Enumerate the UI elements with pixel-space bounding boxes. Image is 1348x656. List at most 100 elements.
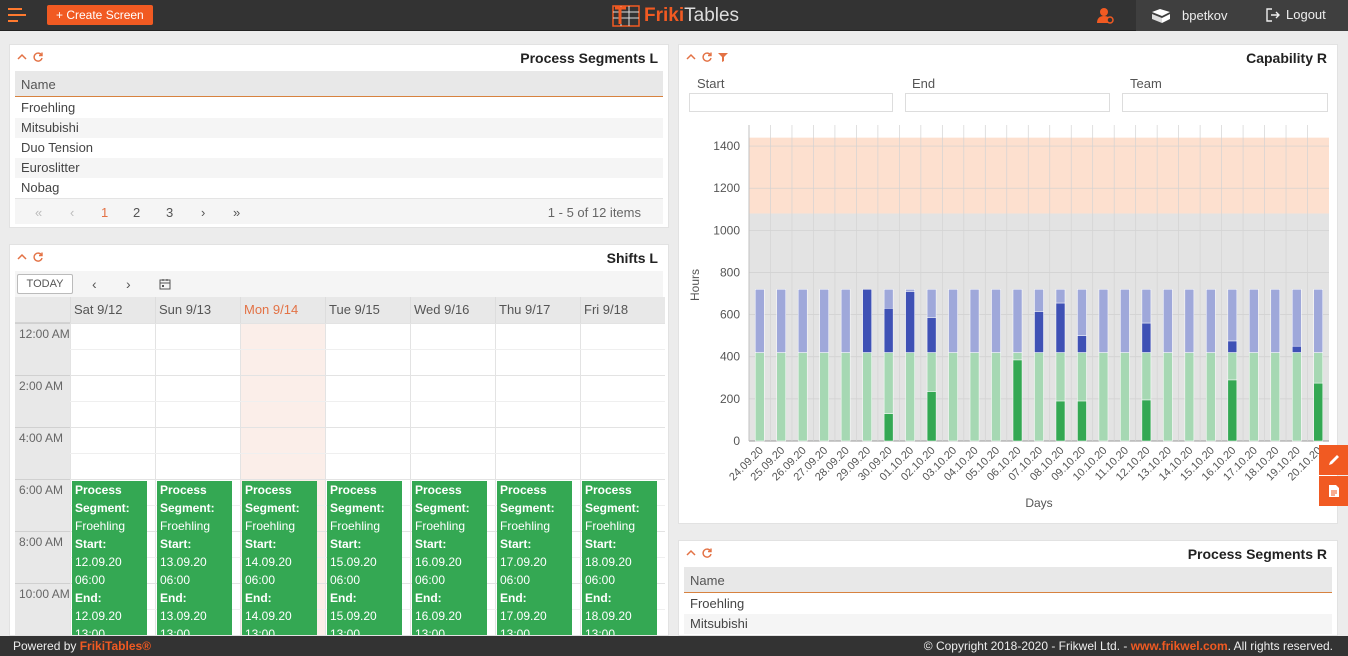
collapse-icon[interactable] [16,251,28,263]
edit-button[interactable] [1319,445,1348,475]
bar-segment [862,352,872,442]
logo-grid-icon [612,5,640,27]
table-row[interactable]: Nobag [21,180,60,195]
prev-week-button[interactable]: ‹ [92,276,97,292]
start-input[interactable] [689,93,893,112]
event-end-date: 12.09.20 [75,609,122,623]
event-start-time: 06:00 [75,573,106,587]
table-row[interactable]: Duo Tension [21,140,94,155]
notes-button[interactable] [1319,476,1348,506]
create-screen-button[interactable]: + Create Screen [47,5,153,25]
shift-event[interactable]: Process Segment: Froehling Start: 16.09.20 0… [412,481,487,635]
collapse-icon[interactable] [16,51,28,63]
bar-segment [1227,340,1238,353]
time-divider [15,583,70,584]
menu-icon[interactable] [8,8,28,22]
time-label: 4:00 AM [19,431,64,445]
refresh-icon[interactable] [32,51,44,63]
shift-event[interactable]: Process Segment: Froehling Start: 18.09.20 0… [582,481,657,635]
table-row[interactable]: Froehling [21,100,76,115]
capability-chart: 020040060080010001200140024.09.2025.09.2… [688,125,1329,510]
prev-page-button[interactable]: ‹ [70,205,75,220]
refresh-icon[interactable] [701,51,713,63]
day-header[interactable]: Wed 9/16 [410,297,495,323]
y-tick-label: 600 [720,308,740,322]
bar-segment [1055,352,1066,402]
day-header[interactable]: Mon 9/14 [240,297,325,323]
bar-segment [1141,289,1152,324]
row-divider [70,427,665,428]
copyright-text: © Copyright 2018-2020 - Frikwel Ltd. - [923,639,1131,653]
table-row[interactable]: Froehling [690,596,745,611]
bar-segment [776,352,786,442]
page-3-button[interactable]: 3 [166,205,174,220]
x-axis-title: Days [1025,496,1052,510]
event-segment-value: Froehling [585,519,636,533]
event-end-date: 15.09.20 [330,609,377,623]
calendar-icon[interactable] [159,278,171,290]
time-divider [15,323,70,324]
scheduler-toolbar: TODAY ‹ › [15,271,663,297]
day-header[interactable]: Sun 9/13 [155,297,240,323]
filter-icon[interactable] [717,51,729,63]
next-page-button[interactable]: › [201,205,206,220]
day-header[interactable]: Fri 9/18 [580,297,665,323]
first-page-button[interactable]: « [35,205,43,220]
day-header[interactable]: Sat 9/12 [70,297,155,323]
app-logo: Friki Tables [612,4,739,28]
brand-link[interactable]: FrikiTables® [79,639,152,653]
panel-title: Capability R [1246,50,1327,66]
pager-info: 1 - 5 of 12 items [547,205,641,220]
event-start-time: 06:00 [160,573,191,587]
event-start-time: 06:00 [415,573,446,587]
collapse-icon[interactable] [685,51,697,63]
refresh-icon[interactable] [32,251,44,263]
event-segment-value: Froehling [75,519,126,533]
user-settings-icon[interactable] [1096,6,1114,24]
shift-event[interactable]: Process Segment: Froehling Start: 12.09.20 0… [72,481,147,635]
bar-segment [1012,289,1023,353]
event-start-label: Start: [330,537,362,551]
end-input[interactable] [905,93,1110,112]
process-segments-right-panel: Process Segments R Name Froehling Mitsub… [678,540,1338,636]
table-row[interactable]: Mitsubishi [15,118,663,138]
page-1-button[interactable]: 1 [101,205,109,220]
column-header-name[interactable]: Name [684,567,1332,593]
event-start-date: 12.09.20 [75,555,122,569]
powered-by-text: Powered by [13,639,80,653]
shift-event[interactable]: Process Segment: Froehling Start: 13.09.20 0… [157,481,232,635]
day-header[interactable]: Tue 9/15 [325,297,410,323]
team-input[interactable] [1122,93,1328,112]
bar-segment [1077,400,1087,442]
shift-event[interactable]: Process Segment: Froehling Start: 15.09.20 0… [327,481,402,635]
event-segment-label: Process Segment: [330,483,385,515]
site-link[interactable]: www.frikwel.com [1130,639,1228,653]
y-tick-label: 1400 [713,139,740,153]
column-header-name[interactable]: Name [15,71,663,97]
username[interactable]: bpetkov [1182,8,1228,23]
panel-title: Process Segments R [1187,546,1327,562]
threshold-band [749,137,1329,214]
today-button[interactable]: TODAY [17,274,73,294]
refresh-icon[interactable] [701,547,713,559]
logout-button[interactable]: Logout [1266,7,1326,22]
event-segment-label: Process Segment: [245,483,300,515]
last-page-button[interactable]: » [233,205,241,220]
bar-segment [1077,289,1087,336]
footer: Powered by FrikiTables® © Copyright 2018… [0,636,1348,656]
collapse-icon[interactable] [685,547,697,559]
table-row[interactable]: Mitsubishi [684,614,1332,634]
day-header[interactable]: Thu 9/17 [495,297,580,323]
shift-event[interactable]: Process Segment: Froehling Start: 14.09.20 0… [242,481,317,635]
table-row[interactable]: Euroslitter [15,158,663,178]
shift-event[interactable]: Process Segment: Froehling Start: 17.09.20 0… [497,481,572,635]
next-week-button[interactable]: › [126,276,131,292]
bar-segment [1292,345,1302,353]
bar-segment [1055,289,1066,304]
bar-segment [1141,322,1152,353]
event-end-date: 17.09.20 [500,609,547,623]
event-end-date: 18.09.20 [585,609,632,623]
event-start-time: 06:00 [500,573,531,587]
bar-segment [926,391,937,442]
page-2-button[interactable]: 2 [133,205,141,220]
